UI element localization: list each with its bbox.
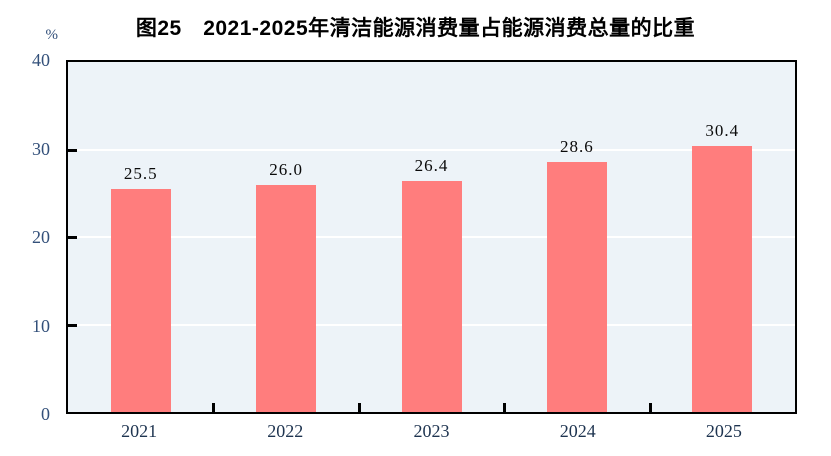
bar-value-label-2024: 28.6 — [560, 136, 594, 156]
x-tick-label-2025: 2025 — [705, 421, 742, 441]
bar-2022 — [256, 184, 317, 412]
y-tick-mark-10 — [68, 323, 77, 327]
y-tick-mark-30 — [68, 148, 77, 152]
bar-2024 — [546, 161, 607, 412]
x-tick-label-2022: 2022 — [267, 421, 304, 441]
y-tick-label-0: 0 — [41, 404, 50, 424]
x-tick-label-2021: 2021 — [121, 421, 158, 441]
x-tick-mark-1 — [212, 403, 216, 412]
bar-value-label-2021: 25.5 — [123, 163, 158, 183]
plot-area: 25.5 26.0 26.4 28.6 30.4 — [66, 60, 797, 414]
y-axis-unit-label: % — [45, 27, 59, 43]
y-axis-tick-labels: 0 10 20 30 40 — [0, 50, 58, 424]
chart-title: 图25 2021-2025年清洁能源消费量占能源消费总量的比重 — [135, 17, 696, 40]
y-tick-label-10: 10 — [32, 315, 50, 336]
x-tick-mark-3 — [503, 403, 507, 412]
y-tick-mark-20 — [68, 236, 77, 239]
y-tick-label-30: 30 — [32, 138, 50, 159]
x-tick-label-2023: 2023 — [413, 421, 450, 441]
bar-2025 — [692, 146, 753, 412]
gridline-30 — [68, 148, 795, 151]
bar-2021 — [110, 188, 171, 412]
y-tick-label-20: 20 — [32, 227, 50, 247]
bar-value-label-2023: 26.4 — [414, 156, 449, 175]
bar-value-label-2022: 26.0 — [269, 159, 303, 179]
x-tick-label-2024: 2024 — [559, 421, 596, 441]
x-axis-tick-labels: 2021 2022 2023 2024 2025 — [66, 419, 797, 447]
x-tick-mark-4 — [648, 403, 652, 412]
bar-value-label-2025: 30.4 — [705, 121, 740, 140]
bar-2023 — [401, 181, 462, 412]
x-tick-mark-2 — [357, 403, 361, 412]
y-tick-label-40: 40 — [32, 50, 50, 70]
